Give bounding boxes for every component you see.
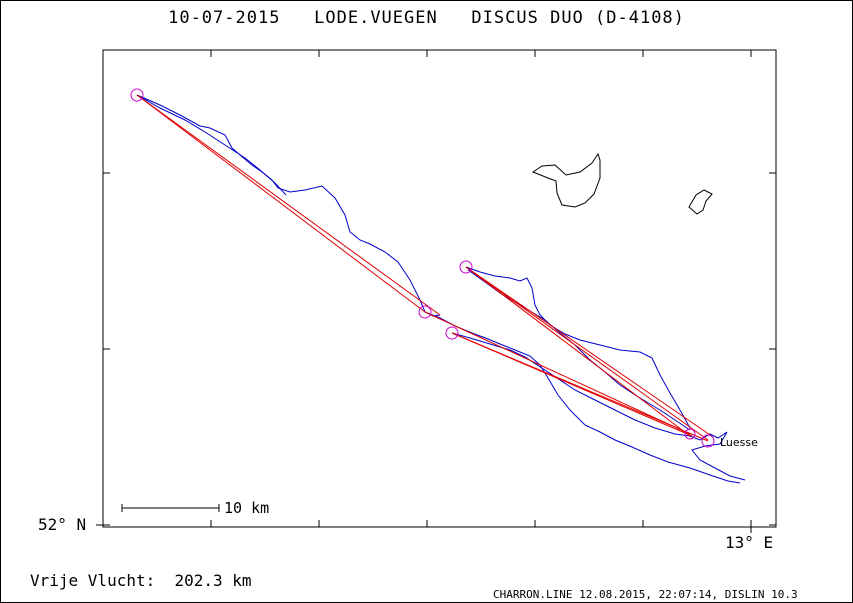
scale-bar-label: 10 km: [224, 499, 270, 517]
turnpoint-marker: [445, 326, 459, 340]
lake-outline: [688, 189, 713, 215]
axis-ticks: [96, 50, 776, 533]
place-label: Luesse: [720, 436, 758, 449]
plot-area: [102, 49, 777, 528]
latitude-label: 52° N: [38, 515, 87, 534]
turnpoint-marker: [459, 260, 473, 274]
longitude-label: 13° E: [725, 533, 774, 552]
lake-outline: [531, 152, 601, 208]
turnpoints: [130, 88, 715, 448]
turnpoint-marker: [701, 434, 715, 448]
free-flight-distance: Vrije Vlucht: 202.3 km: [30, 571, 252, 590]
turnpoint-marker: [684, 428, 696, 440]
footer-info: CHARRON.LINE 12.08.2015, 22:07:14, DISLI…: [493, 588, 798, 601]
scale-bar: [121, 504, 220, 512]
turnpoint-marker: [418, 305, 432, 319]
task-lines: [136, 94, 714, 442]
turnpoint-marker: [130, 88, 144, 102]
gps-track: [136, 94, 746, 484]
flight-title: 10-07-2015 LODE.VUEGEN DISCUS DUO (D-410…: [168, 8, 685, 28]
